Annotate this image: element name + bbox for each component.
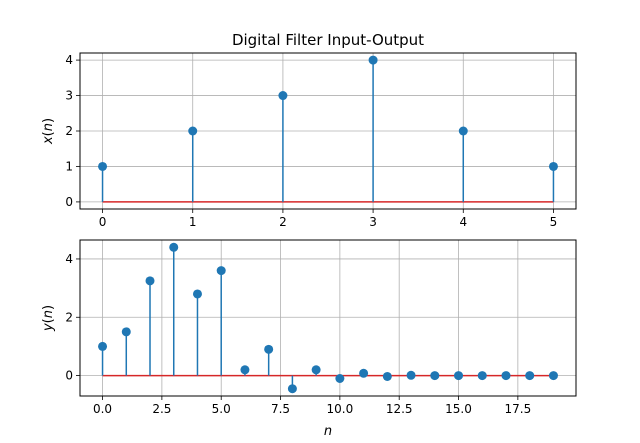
input-y-tick-label: 1 [65,159,73,173]
output-stem-marker [287,384,297,394]
output-x-tick-label: 10.0 [327,402,354,416]
input-y-axis-label: x(n) [41,118,56,145]
output-stem-marker [169,242,179,252]
output-panel: 0.0 2.5 5.0 7.5 10.0 12.5 15.0 17.5 024 y(n) n [41,239,577,439]
output-stems [101,247,412,389]
input-y-tick-label: 2 [65,124,73,138]
input-y-label-close-paren: ) [41,118,56,123]
input-stem-marker [548,161,558,171]
output-x-tick-label: 12.5 [386,402,413,416]
input-markers [98,55,558,171]
output-stem-marker [311,365,321,375]
input-y-tick-label: 3 [65,89,73,103]
output-stem-marker [548,371,558,381]
output-stem-marker [454,371,464,381]
input-x-tick-label: 1 [189,215,197,229]
output-y-tick-label: 0 [65,369,73,383]
input-x-tick-label: 4 [459,215,467,229]
output-x-tick-label: 17.5 [504,402,531,416]
output-y-label-open-paren: ( [41,318,56,323]
output-stem-marker [121,327,131,337]
input-panel: Digital Filter Input-Output 0 1 2 3 4 5 0 1 2 3 4… [41,31,577,229]
input-stem-marker [188,126,198,136]
output-stem-marker [477,371,487,381]
output-x-tick-label: 15.0 [445,402,472,416]
input-y-ticks: 0 1 2 3 4 [65,53,80,209]
input-stem-marker [368,55,378,65]
output-stem-marker [145,276,155,286]
x-axis-label: n [324,424,332,439]
output-stem-marker [359,368,369,378]
input-y-label-arg: n [41,123,56,131]
output-y-label-symbol: y [41,323,56,332]
input-y-tick-label: 0 [65,195,73,209]
output-stem-marker [501,371,511,381]
output-stem-marker [406,370,416,380]
output-y-ticks: 0 2 4 [65,252,80,383]
input-y-label-symbol: x [41,136,56,145]
chart-title: Digital Filter Input-Output [232,31,424,49]
output-y-axis-label: y(n) [41,305,56,332]
input-y-tick-label: 4 [65,53,73,67]
input-y-label-open-paren: ( [41,131,56,136]
output-y-label-close-paren: ) [41,305,56,310]
output-x-tick-label: 0.0 [93,402,112,416]
output-stem-marker [240,365,250,375]
output-stem-marker [216,266,226,276]
output-y-label-arg: n [41,310,56,318]
output-markers [98,242,558,394]
input-x-tick-label: 0 [99,215,107,229]
output-x-ticks: 0.0 2.5 5.0 7.5 10.0 12.5 15.0 17.5 [93,396,531,416]
input-x-tick-label: 3 [369,215,377,229]
output-plot-frame [79,239,577,397]
output-stem-marker [335,374,345,384]
output-stem-marker [192,289,202,299]
output-y-tick-label: 2 [65,310,73,324]
output-x-tick-label: 5.0 [212,402,231,416]
input-stem-marker [98,161,108,171]
input-stem-marker [458,126,468,136]
input-stem-marker [278,91,288,101]
output-x-tick-label: 7.5 [271,402,290,416]
output-y-tick-label: 4 [65,252,73,266]
output-x-tick-label: 2.5 [152,402,171,416]
output-stem-marker [382,371,392,381]
output-stem-marker [264,344,274,354]
output-stem-marker [98,341,108,351]
input-x-ticks: 0 1 2 3 4 5 [99,209,558,229]
output-stem-marker [525,371,535,381]
input-x-tick-label: 2 [279,215,287,229]
output-stem-marker [430,371,440,381]
input-x-tick-label: 5 [550,215,558,229]
input-stems [101,60,555,202]
